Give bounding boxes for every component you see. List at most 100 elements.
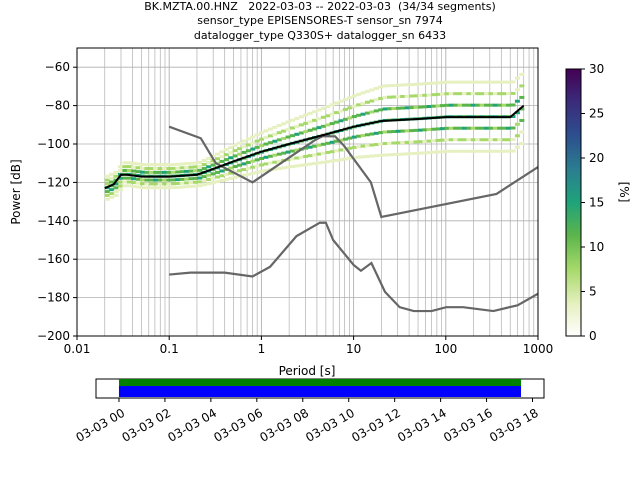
density-cell — [404, 152, 410, 156]
density-cell — [439, 150, 445, 154]
density-cell — [356, 134, 362, 138]
density-cell — [245, 172, 251, 176]
density-cell — [175, 162, 181, 166]
density-cell — [228, 156, 234, 160]
density-cell — [237, 141, 243, 145]
density-cell — [369, 154, 375, 158]
density-cell — [104, 197, 110, 201]
density-cell — [435, 138, 441, 142]
density-cell — [162, 178, 168, 182]
density-cell — [298, 163, 304, 167]
density-cell — [206, 173, 212, 177]
colorbar-tick-label: 25 — [589, 107, 604, 121]
density-cell — [479, 103, 485, 107]
density-cell — [126, 184, 132, 188]
density-cell — [210, 154, 216, 158]
density-cell — [453, 103, 459, 107]
density-cell — [351, 156, 357, 160]
density-cell — [276, 159, 282, 163]
density-cell — [334, 111, 340, 115]
density-cell — [135, 185, 141, 189]
density-cell — [510, 138, 516, 142]
density-cell — [254, 139, 260, 143]
density-cell — [144, 178, 150, 182]
density-cell — [206, 177, 212, 181]
density-cell — [334, 101, 340, 105]
density-cell — [228, 176, 234, 180]
density-cell — [307, 111, 313, 115]
density-cell — [144, 182, 150, 186]
density-cell — [497, 126, 503, 130]
density-cell — [237, 169, 243, 173]
density-cell — [497, 138, 503, 142]
density-cell — [157, 170, 163, 174]
density-cell — [510, 80, 516, 84]
density-cell — [263, 155, 269, 159]
density-cell — [373, 98, 379, 102]
density-cell — [201, 179, 207, 183]
density-cell — [206, 161, 212, 165]
density-cell — [395, 141, 401, 145]
density-cell — [448, 103, 454, 107]
density-cell — [267, 154, 273, 158]
density-cell — [241, 173, 247, 177]
density-cell — [184, 166, 190, 170]
density-cell — [285, 120, 291, 124]
density-cell — [356, 145, 362, 149]
density-cell — [404, 140, 410, 144]
colorbar-gradient — [565, 68, 582, 337]
timeline-bar-data — [118, 379, 522, 386]
density-cell — [303, 130, 309, 134]
density-cell — [179, 166, 185, 170]
density-cell — [356, 113, 362, 117]
density-cell — [294, 124, 300, 128]
density-cell — [206, 165, 212, 169]
density-cell — [312, 161, 318, 165]
density-cell — [369, 88, 375, 92]
density-cell — [117, 165, 123, 169]
density-cell — [237, 152, 243, 156]
density-cell — [157, 163, 163, 167]
density-cell — [215, 180, 221, 184]
density-cell — [497, 92, 503, 96]
x-tick-label: 10 — [346, 342, 361, 356]
density-cell — [342, 137, 348, 141]
density-cell — [519, 107, 525, 111]
density-cell — [488, 126, 494, 130]
density-cell — [250, 135, 256, 139]
density-cell — [369, 110, 375, 114]
density-cell — [316, 152, 322, 156]
density-cell — [289, 134, 295, 138]
density-cell — [153, 163, 159, 167]
density-cell — [453, 92, 459, 96]
y-tick-label: −180 — [37, 291, 70, 305]
density-cell — [307, 120, 313, 124]
density-cell — [122, 180, 128, 184]
density-cell — [461, 149, 467, 153]
density-cell — [228, 145, 234, 149]
density-cell — [413, 151, 419, 155]
density-cell — [276, 167, 282, 171]
density-cell — [157, 182, 163, 186]
density-cell — [514, 111, 520, 115]
colorbar-tick-label: 0 — [589, 329, 597, 343]
density-cell — [272, 125, 278, 129]
density-cell — [391, 106, 397, 110]
density-cell — [197, 161, 203, 165]
density-cell — [259, 156, 265, 160]
density-cell — [170, 170, 176, 174]
density-cell — [492, 149, 498, 153]
density-cell — [289, 149, 295, 153]
density-cell — [210, 181, 216, 185]
density-cell — [501, 126, 507, 130]
density-cell — [492, 126, 498, 130]
timeline-tick-label: 03-03 02 — [119, 406, 173, 445]
density-cell — [175, 166, 181, 170]
density-cell — [179, 185, 185, 189]
density-cell — [241, 150, 247, 154]
x-axis-ticks: 0.01 0.1 1 10 100 1000 — [64, 336, 553, 356]
density-cell — [215, 157, 221, 161]
density-cell — [387, 95, 393, 99]
density-cell — [373, 109, 379, 113]
